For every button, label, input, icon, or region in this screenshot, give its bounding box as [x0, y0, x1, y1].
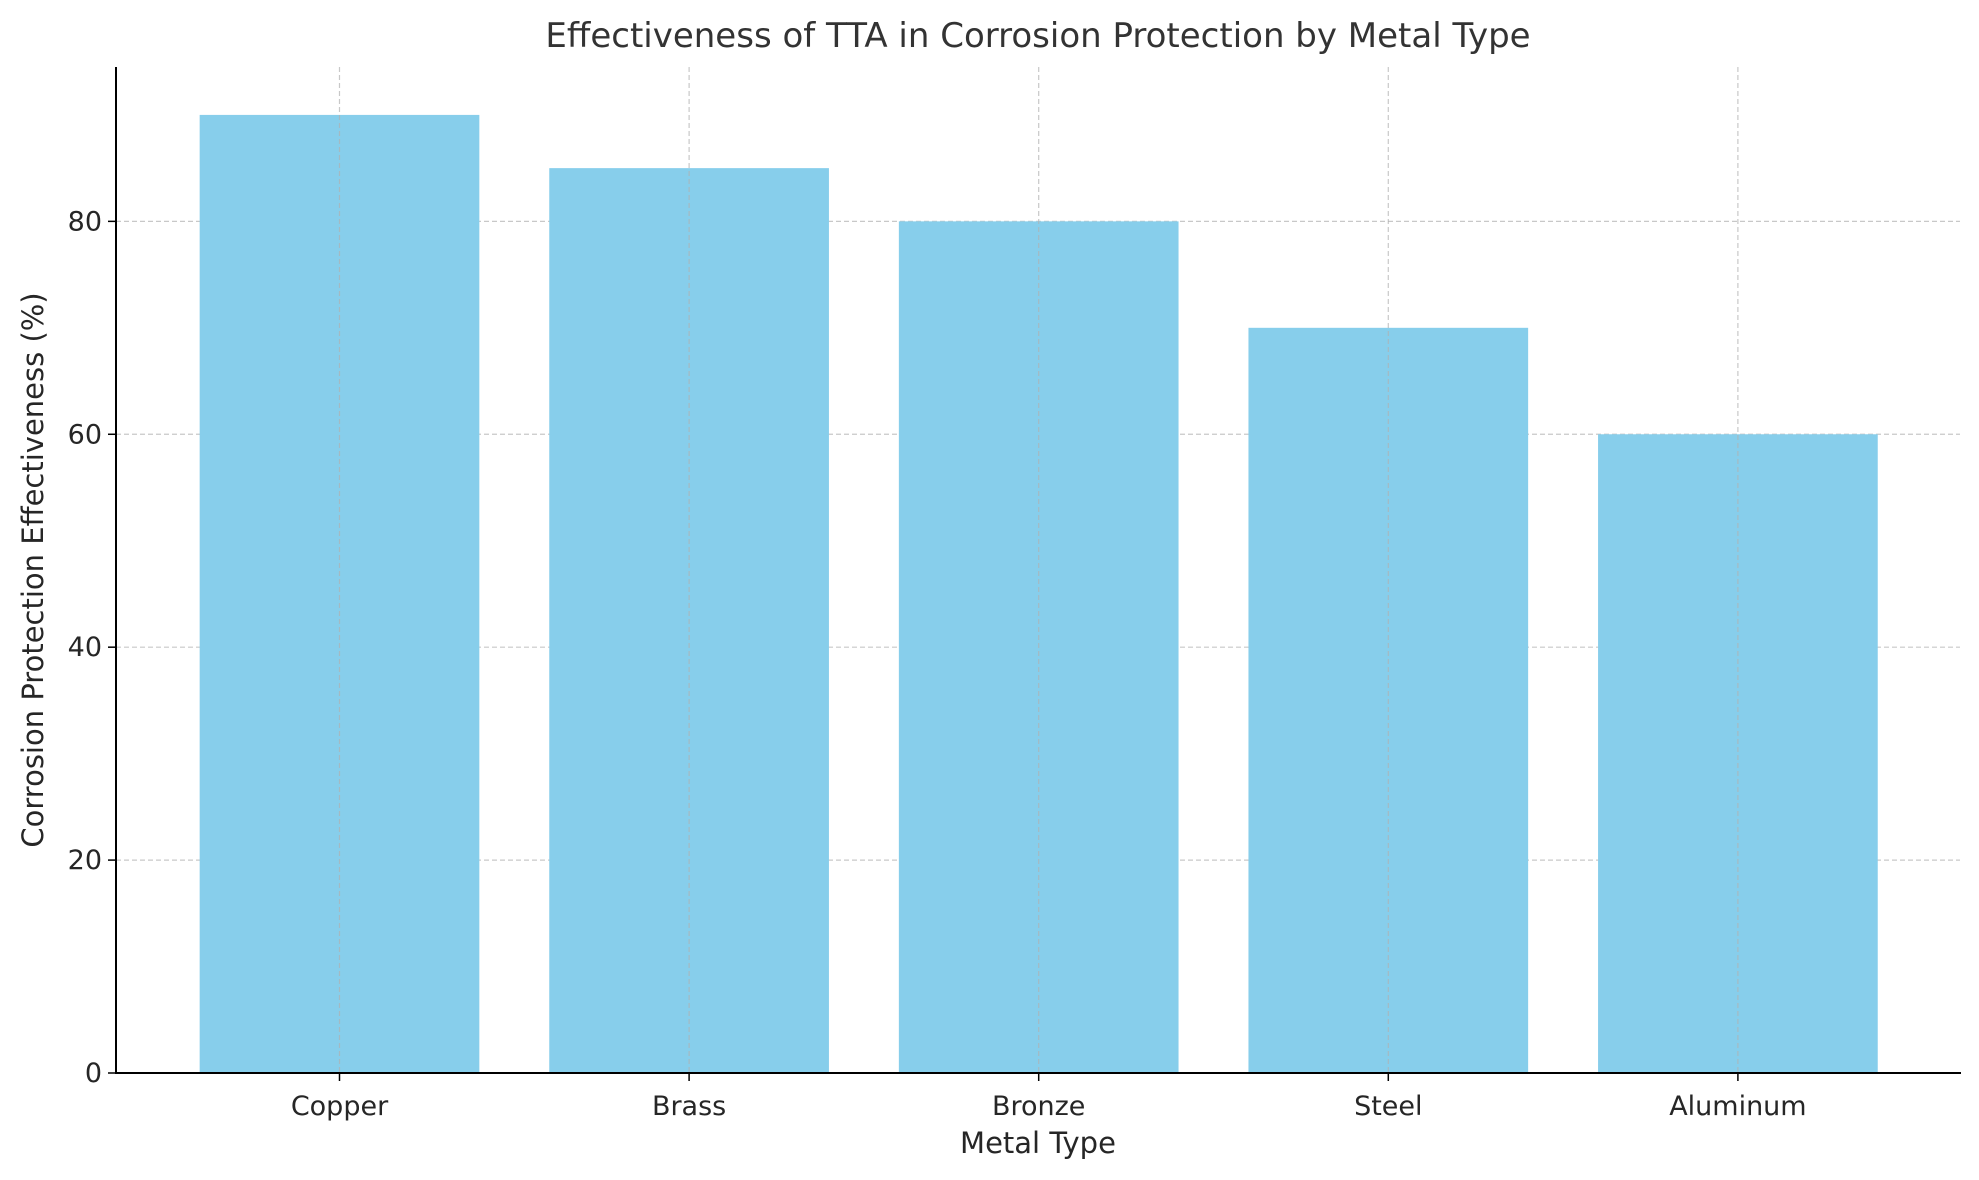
bar-copper: [199, 114, 480, 1073]
y-tick-label: 20: [68, 845, 102, 876]
x-axis-label: Metal Type: [960, 1126, 1116, 1160]
y-tick-label: 40: [68, 632, 102, 663]
x-tick-label: Aluminum: [1669, 1091, 1806, 1122]
y-tick-label: 80: [68, 206, 102, 237]
ticks: 0 20 40 60 80 Copper Brass Bronze Steel Aluminum: [68, 206, 1807, 1122]
bar-aluminum: [1598, 434, 1878, 1073]
bars: [199, 114, 1878, 1074]
x-tick-label: Copper: [291, 1091, 389, 1122]
y-tick-label: 0: [85, 1058, 102, 1089]
x-tick-label: Brass: [652, 1091, 726, 1122]
x-tick-label: Bronze: [992, 1091, 1085, 1122]
x-tick-label: Steel: [1354, 1091, 1422, 1122]
chart-title: Effectiveness of TTA in Corrosion Protec…: [545, 16, 1530, 56]
y-axis-label: Corrosion Protection Effectiveness (%): [16, 292, 50, 847]
y-tick-label: 60: [68, 419, 102, 450]
